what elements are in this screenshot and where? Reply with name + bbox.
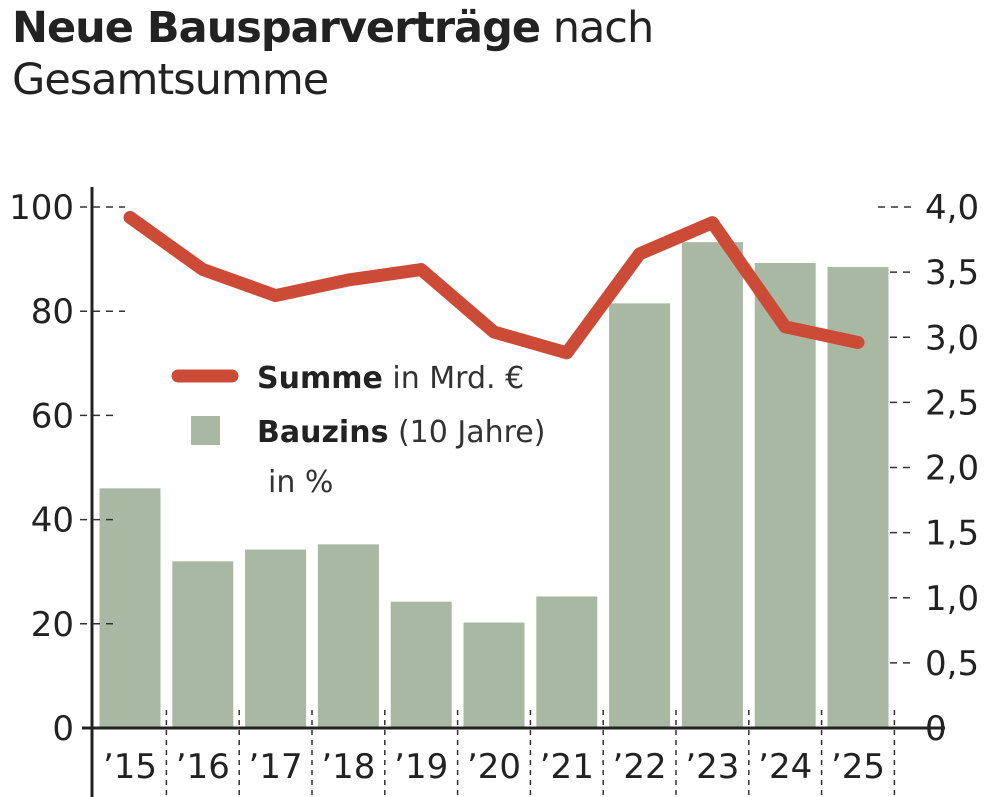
title-line2: Gesamtsumme (12, 55, 329, 105)
right-tick-label: 2,5 (925, 383, 979, 423)
bar-16 (172, 561, 234, 728)
bar-21 (536, 596, 598, 728)
bar-19 (390, 601, 452, 728)
right-tick-label: 2,0 (925, 449, 979, 489)
right-tick-label: 0 (925, 709, 947, 749)
legend-bauzins: Bauzins (10 Jahre) (257, 415, 545, 450)
right-tick-label: 1,0 (925, 579, 979, 619)
right-tick-label: 1,5 (925, 514, 979, 554)
right-tick-label: 3,0 (925, 318, 979, 358)
x-tick-label: ’18 (321, 747, 375, 787)
x-tick-label: ’21 (540, 747, 594, 787)
x-tick-label: ’23 (685, 747, 739, 787)
bar-18 (317, 544, 379, 728)
x-tick-label: ’17 (249, 747, 303, 787)
title-bold: Neue Bausparverträge (12, 3, 541, 53)
right-tick-label: 3,5 (925, 253, 979, 293)
bar-23 (681, 242, 743, 729)
left-tick-label: 0 (52, 709, 74, 749)
x-tick-label: ’24 (758, 747, 812, 787)
chart-title: Neue Bausparverträge nach Gesamtsumme (12, 2, 654, 106)
legend-bauzins-unit: in % (268, 465, 333, 500)
summe-line (123, 210, 865, 360)
bar-15 (99, 488, 161, 728)
right-tick-label: 4,0 (925, 188, 979, 228)
bar-17 (245, 549, 307, 728)
x-tick-label: ’20 (467, 747, 521, 787)
bar-24 (754, 263, 816, 728)
left-tick-label: 20 (31, 605, 74, 645)
bar-20 (463, 622, 525, 728)
x-tick-label: ’22 (613, 747, 667, 787)
title-regular: nach (552, 3, 654, 53)
left-tick-label: 80 (31, 292, 74, 332)
x-tick-label: ’25 (831, 747, 885, 787)
x-tick-label: ’16 (176, 747, 230, 787)
left-tick-label: 100 (9, 188, 74, 228)
left-tick-label: 40 (31, 501, 74, 541)
right-tick-label: 0,5 (925, 644, 979, 684)
legend-bar-swatch (191, 416, 220, 445)
legend-summe: Summe in Mrd. € (257, 361, 524, 396)
bar-22 (609, 303, 671, 728)
x-tick-label: ’15 (103, 747, 157, 787)
left-tick-label: 60 (31, 396, 74, 436)
x-tick-label: ’19 (394, 747, 448, 787)
